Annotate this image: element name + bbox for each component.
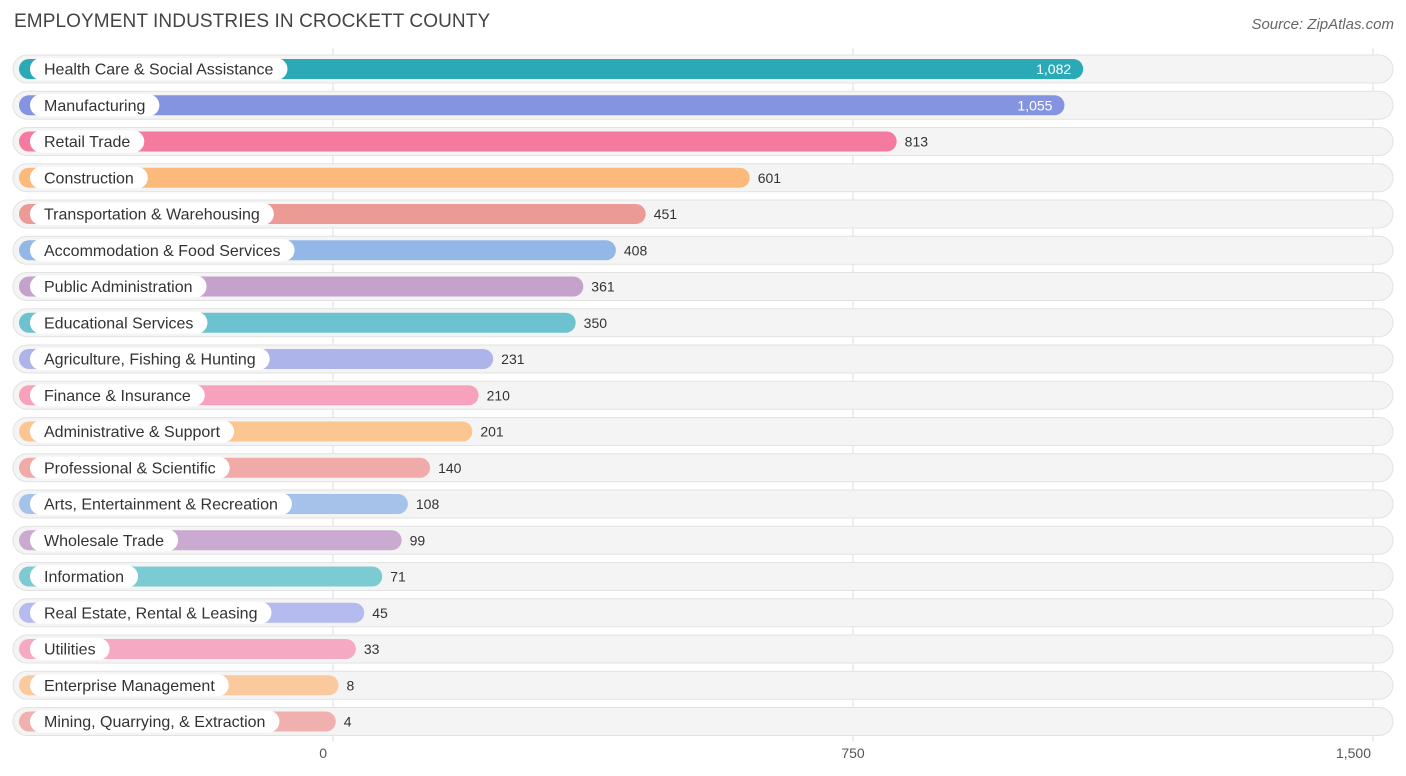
bar-row: Accommodation & Food Services 408 <box>12 235 1394 265</box>
row-background <box>12 707 1394 736</box>
category-label-pill <box>30 58 288 80</box>
value-label: 4 <box>344 714 352 730</box>
chart-title: EMPLOYMENT INDUSTRIES IN CROCKETT COUNTY <box>14 11 491 32</box>
bar-row: Educational Services 350 <box>12 308 1394 338</box>
category-label-pill <box>30 275 207 298</box>
value-label: 45 <box>372 605 388 621</box>
value-label: 1,055 <box>1017 97 1052 113</box>
bar-row: Administrative & Support 201 <box>12 417 1394 446</box>
value-label: 8 <box>347 677 355 693</box>
category-label-pill <box>30 239 295 262</box>
bar-row: Arts, Entertainment & Recreation 108 <box>12 489 1394 519</box>
value-label: 108 <box>416 496 440 512</box>
bar-row: Agriculture, Fishing & Hunting 231 <box>12 344 1394 374</box>
category-label: Health Care & Social Assistance <box>44 62 274 79</box>
category-label: Enterprise Management <box>44 678 215 695</box>
category-label: Arts, Entertainment & Recreation <box>44 497 278 514</box>
value-label: 1,082 <box>1036 61 1071 77</box>
bar-row: Public Administration 361 <box>12 272 1394 301</box>
category-label-pill <box>30 420 235 443</box>
category-label: Transportation & Warehousing <box>44 207 260 224</box>
bar-row: Finance & Insurance 210 <box>12 380 1394 410</box>
category-label-pill <box>30 166 148 189</box>
value-label: 201 <box>480 424 504 440</box>
value-label: 361 <box>591 279 615 295</box>
row-background <box>12 670 1394 700</box>
bar-row: Utilities 33 <box>12 634 1394 664</box>
value-label: 140 <box>438 460 462 476</box>
category-label-pill <box>30 384 205 407</box>
category-label-pill <box>30 529 179 552</box>
bar <box>19 95 1065 116</box>
bar-row: Mining, Quarrying, & Extraction 4 <box>12 707 1394 736</box>
bar-row: Transportation & Warehousing 451 <box>12 199 1394 229</box>
value-label: 813 <box>905 134 929 150</box>
category-label-pill <box>30 493 292 515</box>
value-label: 350 <box>584 315 608 331</box>
value-label: 231 <box>501 351 525 367</box>
bar-row: Real Estate, Rental & Leasing 45 <box>12 598 1394 628</box>
category-label: Retail Trade <box>44 134 130 151</box>
value-label: 99 <box>410 532 426 548</box>
bar-row: Information 71 <box>12 562 1394 591</box>
tick-label: 0 <box>319 745 327 761</box>
value-label: 451 <box>654 206 678 222</box>
category-label: Real Estate, Rental & Leasing <box>44 605 257 622</box>
bar-row: Construction 601 <box>12 163 1394 193</box>
bar-row: Professional & Scientific 140 <box>12 453 1394 483</box>
value-label: 408 <box>624 242 648 258</box>
category-label-pill <box>30 203 274 225</box>
value-label: 71 <box>390 569 406 585</box>
category-label-pill <box>30 130 145 153</box>
value-label: 210 <box>487 387 511 403</box>
value-label: 33 <box>364 641 380 657</box>
bar-row: Enterprise Management 8 <box>12 670 1394 700</box>
category-label: Administrative & Support <box>44 424 221 441</box>
bar <box>19 167 750 188</box>
chart-source: Source: ZipAtlas.com <box>1251 16 1394 33</box>
category-label-pill <box>30 710 280 733</box>
category-label-pill <box>30 311 208 334</box>
tick-label: 750 <box>841 745 865 761</box>
category-label-pill <box>30 94 160 117</box>
bar-row: Manufacturing 1,055 <box>12 90 1394 120</box>
row-background <box>12 634 1394 664</box>
category-label-pill <box>30 638 110 660</box>
category-label: Finance & Insurance <box>44 388 191 405</box>
value-label: 601 <box>758 170 782 186</box>
category-label: Construction <box>44 170 134 187</box>
bar-row: Retail Trade 813 <box>12 127 1394 156</box>
category-label: Information <box>44 569 124 586</box>
category-label: Professional & Scientific <box>44 460 216 477</box>
category-label: Public Administration <box>44 279 193 296</box>
category-label-pill <box>30 674 229 697</box>
category-label: Accommodation & Food Services <box>44 243 281 260</box>
category-label-pill <box>30 348 270 370</box>
bar-row: Wholesale Trade 99 <box>12 525 1394 555</box>
category-label-pill <box>30 565 139 588</box>
category-label: Utilities <box>44 642 96 659</box>
category-label: Manufacturing <box>44 98 145 115</box>
category-label-pill <box>30 601 272 624</box>
category-label: Mining, Quarrying, & Extraction <box>44 714 265 731</box>
tick-label: 1,500 <box>1336 745 1371 761</box>
category-label: Agriculture, Fishing & Hunting <box>44 352 256 369</box>
category-label: Educational Services <box>44 315 193 332</box>
bar <box>19 131 897 152</box>
bar-row: Health Care & Social Assistance 1,082 <box>12 54 1394 84</box>
category-label-pill <box>30 456 230 479</box>
category-label: Wholesale Trade <box>44 533 164 550</box>
